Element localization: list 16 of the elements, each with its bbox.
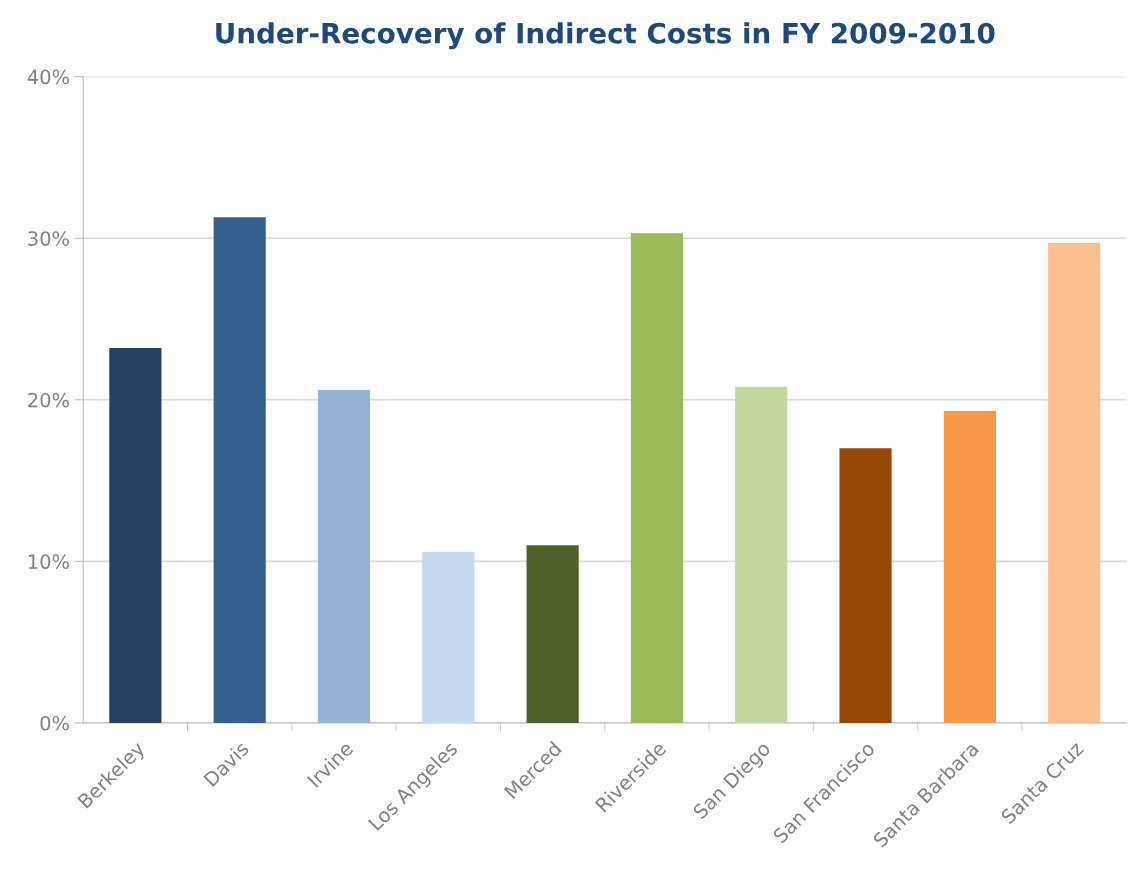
bar bbox=[943, 411, 996, 723]
bar bbox=[735, 386, 788, 723]
y-tick-label: 10% bbox=[28, 554, 69, 570]
chart-title: Under-Recovery of Indirect Costs in FY 2009-2010 bbox=[216, 22, 995, 50]
bar bbox=[526, 545, 579, 723]
bar bbox=[317, 390, 371, 723]
y-tick-label: 20% bbox=[28, 392, 69, 408]
y-tick-label: 0% bbox=[40, 715, 69, 731]
bar bbox=[213, 217, 266, 723]
y-tick-label: 30% bbox=[28, 231, 69, 246]
bar bbox=[422, 551, 475, 723]
bar bbox=[109, 348, 162, 723]
bar bbox=[1048, 243, 1101, 723]
bar bbox=[630, 233, 683, 723]
bar bbox=[839, 448, 892, 723]
y-tick-label: 40% bbox=[27, 69, 69, 85]
